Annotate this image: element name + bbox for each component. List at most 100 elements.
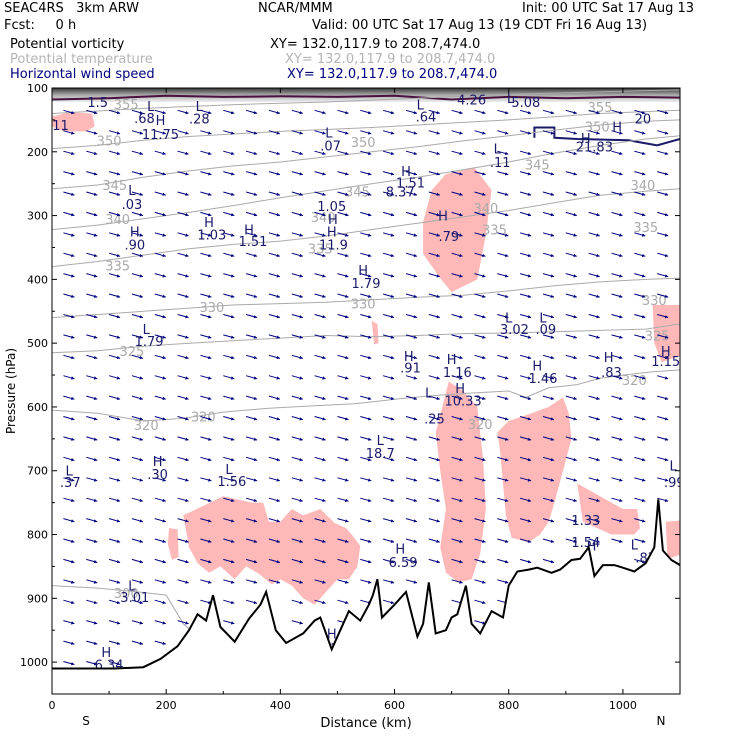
wind-arrowhead	[71, 417, 75, 421]
x-axis-south-label: S	[82, 714, 90, 728]
pv-label: .79	[438, 230, 459, 245]
theta-contour-330	[52, 277, 680, 319]
wind-arrowhead	[253, 355, 258, 360]
x-axis-north-label: N	[657, 714, 666, 728]
wind-arrowhead	[641, 192, 646, 196]
wind-arrowhead	[93, 151, 98, 155]
wind-arrowhead	[527, 213, 532, 217]
theta-label: 335	[308, 243, 333, 258]
wind-arrowhead	[230, 539, 235, 543]
field-wind-name: Horizontal wind speed	[10, 67, 155, 82]
wind-arrowhead	[459, 274, 463, 278]
wind-arrowhead	[504, 580, 509, 584]
wind-arrowhead	[71, 335, 75, 339]
wind-arrowhead	[413, 294, 417, 298]
wind-arrowhead	[322, 396, 326, 400]
wind-arrowhead	[413, 458, 417, 462]
wind-arrowhead	[71, 498, 75, 502]
wind-arrowhead	[299, 600, 303, 605]
wind-arrowhead	[664, 151, 669, 155]
pv-label: H	[327, 226, 337, 241]
wind-arrowhead	[390, 560, 395, 564]
wind-arrowhead	[527, 315, 532, 319]
wind-arrowhead	[162, 600, 166, 605]
wind-arrowhead	[345, 437, 349, 441]
y-tick-label: 800	[27, 529, 48, 542]
wind-arrowhead	[139, 437, 143, 441]
wind-arrowhead	[527, 172, 532, 176]
wind-arrowhead	[71, 458, 75, 462]
wind-arrowhead	[482, 396, 486, 400]
x-axis-label: Distance (km)	[320, 716, 411, 731]
wind-arrowhead	[436, 437, 440, 441]
wind-arrowhead	[413, 376, 417, 380]
wind-arrowhead	[641, 355, 646, 360]
axes: 100 200 300 400 500 600 700 800 900 1000 0 200 400 60…	[20, 82, 681, 712]
wind-arrowhead	[93, 294, 98, 298]
wind-arrowhead	[367, 458, 372, 462]
wind-arrowhead	[345, 498, 349, 502]
wind-arrowhead	[139, 294, 143, 298]
wind-arrowhead	[482, 151, 486, 155]
wind-arrowhead	[116, 213, 121, 217]
theta-label: 330	[642, 294, 667, 309]
wind-arrowhead	[573, 192, 577, 196]
wind-arrowhead	[482, 478, 486, 482]
wind-arrowhead	[345, 458, 349, 462]
wind-arrowhead	[619, 417, 623, 421]
pv-shade-region	[423, 167, 492, 293]
pv-label: L	[66, 465, 74, 480]
wind-arrowhead	[390, 539, 395, 543]
terrain-line	[52, 499, 680, 694]
wind-arrowhead	[230, 335, 235, 339]
wind-arrowhead	[550, 213, 554, 217]
wind-arrowhead	[504, 437, 509, 441]
pv-shade-region	[167, 528, 179, 560]
wind-arrowhead	[436, 253, 440, 258]
wind-arrowhead	[619, 458, 623, 462]
wind-arrowhead	[230, 478, 235, 482]
wind-arrowhead	[185, 417, 189, 421]
wind-arrowhead	[345, 580, 349, 584]
wind-arrowhead	[482, 437, 486, 441]
wind-arrowhead	[413, 437, 417, 441]
wind-arrowhead	[253, 294, 258, 298]
wind-arrowhead	[139, 580, 143, 584]
wind-arrowhead	[276, 294, 280, 298]
wind-arrowhead	[619, 131, 623, 135]
wind-arrowhead	[436, 519, 440, 523]
wind-arrowhead	[93, 111, 98, 115]
wind-arrowhead	[71, 539, 75, 543]
wind-arrowhead	[367, 560, 372, 564]
wind-arrowhead	[413, 253, 417, 258]
theta-label: 350	[351, 136, 376, 151]
wind-arrowhead	[139, 131, 143, 135]
pv-label: 6.59	[389, 556, 418, 571]
wind-arrowhead	[322, 335, 326, 339]
wind-arrowhead	[322, 151, 326, 155]
wind-arrowhead	[185, 274, 189, 278]
x-tick-label: 400	[270, 699, 291, 712]
wind-arrowhead	[664, 172, 669, 176]
wind-arrowhead	[116, 560, 121, 564]
wind-arrowhead	[527, 151, 532, 155]
wind-arrowhead	[504, 213, 509, 217]
pv-label: 8.37	[386, 185, 415, 200]
wind-arrowhead	[367, 151, 372, 155]
wind-arrowhead	[253, 274, 258, 278]
wind-arrowhead	[413, 417, 417, 421]
wind-arrowhead	[230, 396, 235, 400]
wind-arrowhead	[482, 376, 486, 380]
wind-arrowhead	[367, 539, 372, 543]
wind-arrowhead	[116, 621, 121, 625]
wind-arrowhead	[185, 560, 189, 564]
y-tick-label: 500	[27, 337, 48, 350]
pv-label: H	[587, 539, 597, 554]
wind-arrowhead	[276, 151, 280, 155]
field-theta-xy: XY= 132.0,117.9 to 208.7,474.0	[285, 52, 496, 67]
pv-label: L	[225, 463, 233, 478]
wind-arrowhead	[367, 478, 372, 482]
wind-arrowhead	[390, 396, 395, 400]
wind-arrowhead	[162, 335, 166, 339]
wind-arrowhead	[459, 539, 463, 543]
